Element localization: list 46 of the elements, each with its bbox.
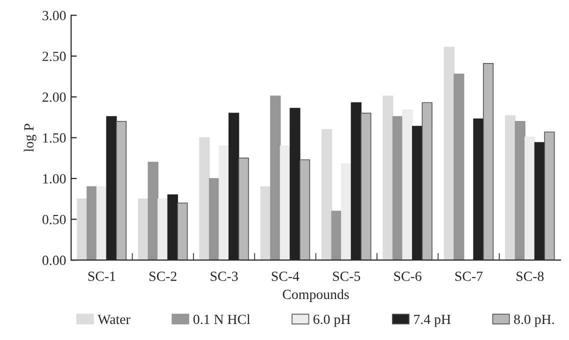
bar <box>86 186 98 260</box>
bar <box>158 198 168 260</box>
x-tick-label: SC-8 <box>516 272 544 281</box>
legend-label: 0.1 N HCl <box>193 314 250 324</box>
bar <box>382 96 394 260</box>
bar <box>218 145 230 260</box>
bar <box>116 120 127 260</box>
bar <box>270 96 281 260</box>
bar <box>360 112 372 260</box>
bar <box>238 158 249 260</box>
x-tick-label: SC-7 <box>455 272 483 281</box>
bar <box>402 110 413 260</box>
x-tick-label: SC-2 <box>150 272 176 281</box>
x-tick-label: SC-4 <box>272 272 300 281</box>
bar <box>148 162 158 260</box>
y-tick-label: 2.00 <box>42 92 66 102</box>
y-axis-title: log P <box>24 124 36 152</box>
y-tick-label: 3.00 <box>42 10 66 20</box>
bar <box>422 102 432 260</box>
x-tick-label: SC-5 <box>333 272 360 281</box>
bar <box>454 74 464 260</box>
bar <box>482 63 494 260</box>
bar <box>514 120 526 260</box>
y-tick-label: 1.50 <box>43 133 66 143</box>
x-axis-title: Compounds <box>282 289 349 302</box>
legend-label: 7.4 pH <box>414 314 451 327</box>
bar <box>524 136 536 260</box>
bar <box>444 46 454 260</box>
y-tick-label: 0.00 <box>42 256 66 266</box>
x-tick-label: SC-6 <box>394 272 422 281</box>
legend-label: Water <box>98 314 130 324</box>
bar <box>341 163 352 260</box>
bar <box>299 159 310 260</box>
y-tick-label: 2.50 <box>42 52 66 62</box>
bar <box>138 198 149 260</box>
bar <box>504 115 516 260</box>
bar <box>544 132 555 260</box>
legend-label: 8.0 pH. <box>514 314 554 327</box>
x-tick-label: SC-3 <box>210 272 238 281</box>
y-tick-label: 1.00 <box>43 174 66 184</box>
y-tick-label: 0.50 <box>42 214 66 224</box>
bar <box>177 202 188 260</box>
bar <box>199 137 210 260</box>
x-tick-label: SC-1 <box>88 272 116 281</box>
bar <box>321 129 332 260</box>
legend-label: 6.0 pH <box>314 314 350 327</box>
